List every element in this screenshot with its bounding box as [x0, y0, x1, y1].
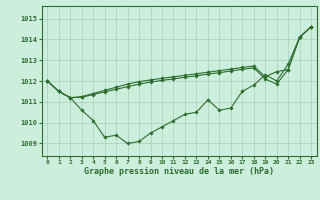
X-axis label: Graphe pression niveau de la mer (hPa): Graphe pression niveau de la mer (hPa)	[84, 167, 274, 176]
